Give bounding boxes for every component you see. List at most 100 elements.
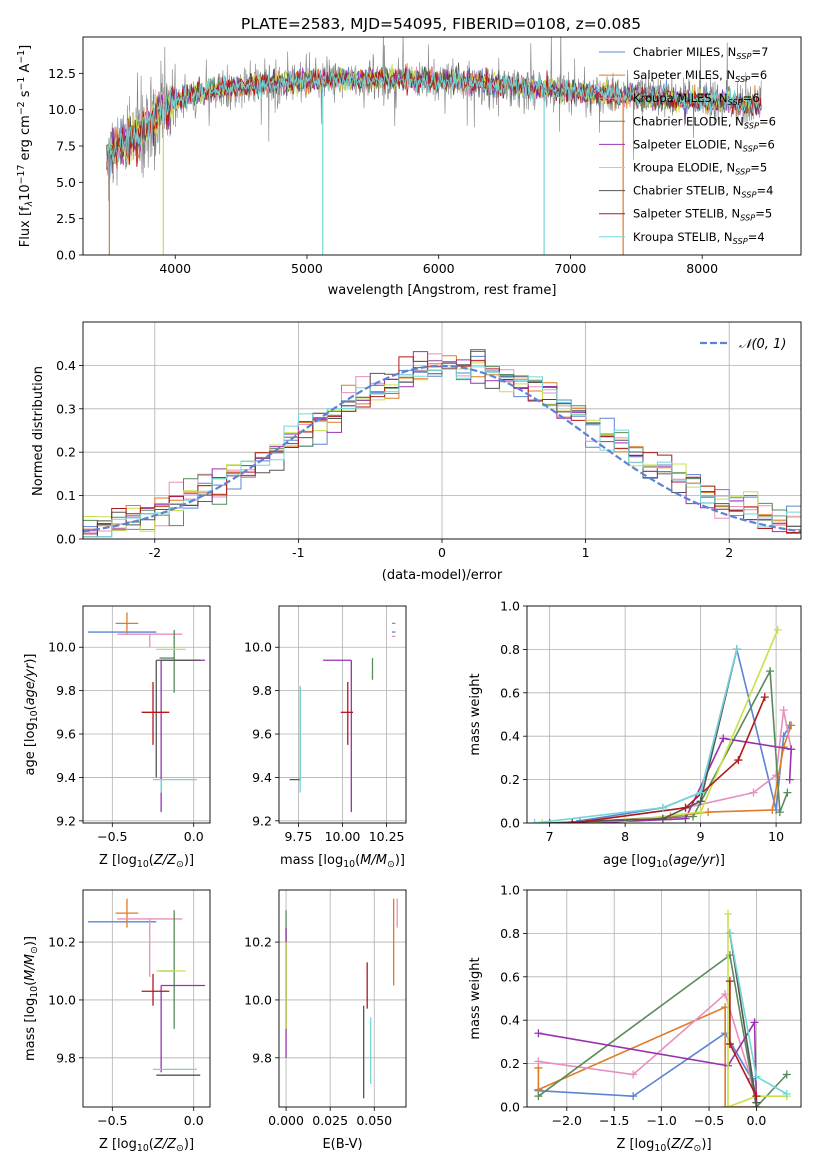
mass-weight-line xyxy=(542,629,779,823)
mass-weight-marker xyxy=(681,803,690,812)
mass-weight-marker xyxy=(545,819,554,823)
y-axis-label-part: age/yr xyxy=(23,662,38,705)
axes-frame xyxy=(82,321,802,540)
x-axis-label-part: Z [log xyxy=(99,1137,137,1152)
mass-weight-marker xyxy=(752,1092,761,1101)
y-axis-label: age [log10(age/yr)] xyxy=(23,653,40,775)
legend-label-part: SSP xyxy=(741,190,756,200)
y-tick-label: 10.0 xyxy=(48,102,76,117)
legend-label-part: =6 xyxy=(758,137,775,151)
x-axis-label-part: Z/Z xyxy=(670,1137,694,1152)
legend-label: Salpeter MILES, NSSP=6 xyxy=(633,68,767,84)
x-tick-label: -1 xyxy=(292,545,304,560)
legend-label: Salpeter ELODIE, NSSP=6 xyxy=(633,137,775,153)
legend-label-part: =7 xyxy=(751,45,768,59)
mass-weight-marker xyxy=(782,1070,791,1079)
y-axis-label-part: ( xyxy=(23,981,38,986)
legend-label-part: =4 xyxy=(756,184,773,198)
x-axis-label: E(B-V) xyxy=(322,1137,362,1152)
x-tick-label: 0.0 xyxy=(184,829,204,844)
x-axis-label-part: ⊙ xyxy=(694,1143,702,1154)
y-tick-label: 0.0 xyxy=(500,816,520,831)
x-tick-label: 10.25 xyxy=(369,829,405,844)
spectrum-plot-area xyxy=(106,37,762,255)
mass-weight-line xyxy=(727,913,787,1107)
x-axis-label-part: Z/Z xyxy=(153,1137,177,1152)
mass-weight-marker xyxy=(749,788,758,797)
y-axis-label-part: −17 xyxy=(16,165,27,185)
y-axis-label-part: )] xyxy=(23,936,38,946)
mass-weight-marker xyxy=(787,721,796,730)
y-tick-label: 10.2 xyxy=(48,935,76,950)
mass-vs-Z-plot-area xyxy=(87,898,206,1076)
mass-weight-marker xyxy=(766,667,775,676)
x-axis-label-part: M/M xyxy=(360,853,387,868)
x-axis-label-part: ( xyxy=(149,853,154,868)
normal-reference-curve xyxy=(83,364,801,533)
legend-label-part: SSP xyxy=(743,143,758,153)
x-tick-label: 0.025 xyxy=(312,1113,348,1128)
y-axis-label-part: erg cm xyxy=(18,115,33,164)
x-tick-label: 0.0 xyxy=(746,1113,766,1128)
legend-label-part: Salpeter ELODIE, N xyxy=(633,137,743,151)
y-axis-label: mass weight xyxy=(468,673,483,755)
residual-histogram xyxy=(83,356,801,535)
mass-weight-marker xyxy=(534,1092,543,1101)
axes-frame xyxy=(526,605,802,824)
y-tick-label: 10.0 xyxy=(48,640,76,655)
y-axis-label-part: ] xyxy=(18,45,33,50)
mass-weight-line xyxy=(572,696,766,823)
mass-weight-line xyxy=(729,933,788,1095)
x-tick-label: 5000 xyxy=(291,261,323,276)
legend-label-part: =5 xyxy=(750,161,767,175)
mass-weight-marker xyxy=(750,1018,759,1027)
x-tick-label: 4000 xyxy=(159,261,191,276)
mass-weight-marker xyxy=(723,909,732,918)
x-axis-label: (data-model)/error xyxy=(382,568,503,583)
x-axis-label-part: ⊙ xyxy=(176,859,184,870)
y-axis-label-part: 10 xyxy=(29,710,40,722)
residual-histogram xyxy=(83,366,801,538)
mass-weight-marker xyxy=(773,625,782,634)
mass-weight-marker xyxy=(696,797,705,806)
mass-weight-marker xyxy=(725,977,734,986)
x-tick-label: 8 xyxy=(621,829,629,844)
age-vs-Z-plot-area xyxy=(87,612,206,813)
y-axis-label-part: age [log xyxy=(23,722,38,775)
legend-label: Chabrier MILES, NSSP=7 xyxy=(633,45,768,61)
y-tick-label: 0.2 xyxy=(56,445,76,460)
mass-weight-marker xyxy=(538,819,547,823)
y-tick-label: 9.4 xyxy=(56,770,76,785)
legend-label-part: Salpeter STELIB, N xyxy=(633,207,740,221)
y-tick-label: 10.0 xyxy=(48,992,76,1007)
legend-label: Kroupa MILES, NSSP=6 xyxy=(633,91,760,107)
y-tick-label: 0.4 xyxy=(500,729,520,744)
legend-label-part: =4 xyxy=(748,230,765,244)
mass-weight-marker xyxy=(732,645,741,654)
y-axis-label-part: λ xyxy=(24,201,35,208)
y-tick-label: 0.2 xyxy=(500,1056,520,1071)
legend-label-part: SSP xyxy=(744,120,759,130)
y-tick-label: 0.0 xyxy=(56,532,76,547)
mass-weight-marker xyxy=(530,819,539,823)
legend-label-part: Kroupa ELODIE, N xyxy=(633,161,735,175)
x-tick-label: 0.000 xyxy=(268,1113,304,1128)
y-tick-label: 9.4 xyxy=(252,770,272,785)
residuals-panel: -2 -1 0 1 2 0.0 0.1 0.2 0.3 0.4 𝒩(0, 1) (data-model… xyxy=(31,321,802,583)
weight-vs-Z-panel: −2.0 −1.5 −1.0 −0.5 0.0 0.0 0.2 0.4 0.6 0.8 1.0 Z [… xyxy=(468,883,802,1154)
y-tick-label: 7.5 xyxy=(56,139,76,154)
mass-weight-marker xyxy=(775,808,784,817)
legend-label: 𝒩(0, 1) xyxy=(739,337,786,352)
mass-weight-marker xyxy=(704,808,713,817)
x-axis-label-part: mass [log xyxy=(280,853,343,868)
age-vs-mass-plot-area xyxy=(289,622,396,813)
panels: 4000 5000 6000 7000 80000.02.55.07.510.012.5… xyxy=(16,36,802,1154)
residuals-plot-area xyxy=(83,349,801,538)
legend-label: Chabrier ELODIE, NSSP=6 xyxy=(633,114,776,130)
mass-weight-marker xyxy=(719,734,728,743)
legend-label-part: Salpeter MILES, N xyxy=(633,68,735,82)
y-axis-label-part: mass [log xyxy=(23,998,38,1061)
mass-weight-marker xyxy=(783,788,792,797)
mass-weight-marker xyxy=(629,1070,638,1079)
mass-weight-line xyxy=(549,649,738,823)
